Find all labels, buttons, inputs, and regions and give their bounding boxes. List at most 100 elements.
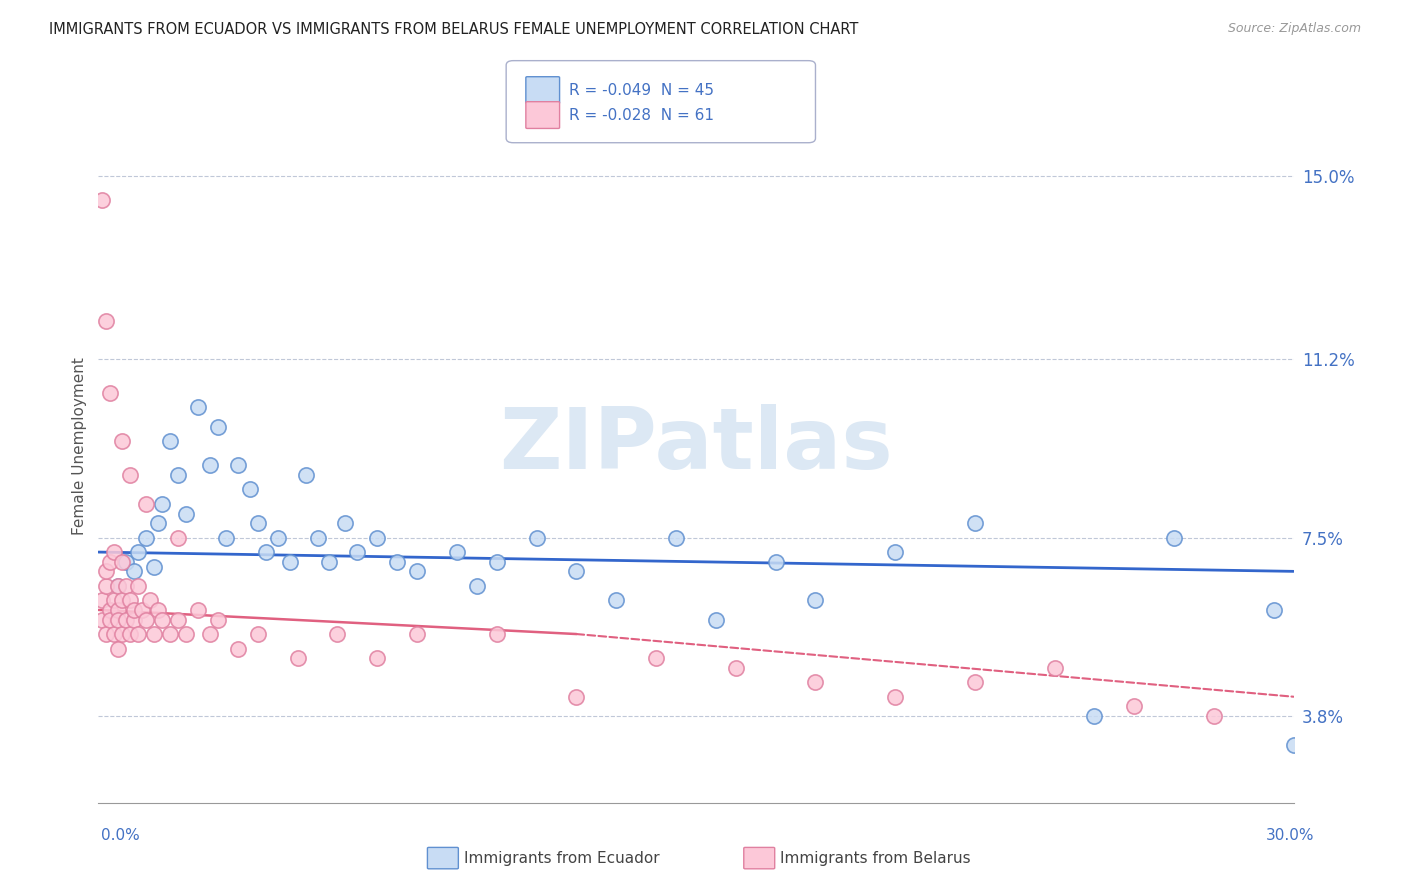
Point <box>318 555 340 569</box>
Point <box>127 627 149 641</box>
Point <box>96 313 118 327</box>
Point <box>91 593 114 607</box>
Point <box>91 193 114 207</box>
Point <box>1043 661 1066 675</box>
Point <box>446 545 468 559</box>
Point <box>96 579 118 593</box>
Point <box>307 531 329 545</box>
Text: IMMIGRANTS FROM ECUADOR VS IMMIGRANTS FROM BELARUS FEMALE UNEMPLOYMENT CORRELATI: IMMIGRANTS FROM ECUADOR VS IMMIGRANTS FR… <box>49 22 859 37</box>
Point <box>96 627 118 641</box>
Text: Immigrants from Ecuador: Immigrants from Ecuador <box>464 851 659 865</box>
Point <box>124 565 146 579</box>
Point <box>526 531 548 545</box>
Point <box>294 467 316 482</box>
Point <box>465 579 488 593</box>
Point <box>215 531 238 545</box>
Point <box>187 401 209 415</box>
Point <box>135 497 157 511</box>
Text: 30.0%: 30.0% <box>1267 828 1315 843</box>
Point <box>485 627 508 641</box>
Point <box>565 565 588 579</box>
Point <box>103 545 125 559</box>
Point <box>167 467 190 482</box>
Point <box>254 545 277 559</box>
Point <box>103 593 125 607</box>
Point <box>246 627 269 641</box>
Point <box>884 545 907 559</box>
Point <box>174 507 197 521</box>
Point <box>111 593 134 607</box>
Point <box>207 613 229 627</box>
Point <box>1083 709 1105 723</box>
Point <box>406 565 429 579</box>
Point <box>665 531 688 545</box>
Point <box>135 613 157 627</box>
Point <box>1282 738 1305 752</box>
Point <box>1123 699 1146 714</box>
Point <box>765 555 787 569</box>
Point <box>107 613 129 627</box>
Point <box>115 555 138 569</box>
Point <box>135 531 157 545</box>
Point <box>148 516 170 530</box>
Point <box>963 516 986 530</box>
Point <box>120 627 142 641</box>
Point <box>167 531 190 545</box>
Point <box>287 651 309 665</box>
Point <box>120 593 142 607</box>
Point <box>385 555 409 569</box>
Point <box>198 627 221 641</box>
Point <box>103 627 125 641</box>
Point <box>278 555 301 569</box>
Point <box>239 483 262 497</box>
Point <box>150 497 173 511</box>
Point <box>605 593 627 607</box>
Point <box>98 613 122 627</box>
Text: Source: ZipAtlas.com: Source: ZipAtlas.com <box>1227 22 1361 36</box>
Point <box>1263 603 1285 617</box>
Point <box>366 651 388 665</box>
Point <box>963 675 986 690</box>
Point <box>98 386 122 401</box>
Point <box>1163 531 1185 545</box>
Text: Immigrants from Belarus: Immigrants from Belarus <box>780 851 972 865</box>
Point <box>326 627 349 641</box>
Point <box>115 579 138 593</box>
Point <box>98 603 122 617</box>
Point <box>150 613 173 627</box>
Point <box>167 613 190 627</box>
Point <box>159 627 181 641</box>
Point <box>267 531 290 545</box>
Text: ZIPatlas: ZIPatlas <box>499 404 893 488</box>
Point <box>111 555 134 569</box>
Point <box>187 603 209 617</box>
Text: R = -0.049  N = 45: R = -0.049 N = 45 <box>569 83 714 97</box>
Point <box>139 593 162 607</box>
Text: R = -0.028  N = 61: R = -0.028 N = 61 <box>569 108 714 122</box>
Point <box>804 675 827 690</box>
Point <box>127 545 149 559</box>
Point <box>131 603 153 617</box>
Point <box>120 467 142 482</box>
Point <box>565 690 588 704</box>
Point <box>704 613 727 627</box>
Point <box>1202 709 1225 723</box>
Point <box>804 593 827 607</box>
Text: 0.0%: 0.0% <box>101 828 141 843</box>
Point <box>645 651 668 665</box>
Point <box>485 555 508 569</box>
Point <box>246 516 269 530</box>
Point <box>107 641 129 656</box>
Point <box>115 613 138 627</box>
Point <box>174 627 197 641</box>
Point <box>127 579 149 593</box>
Point <box>226 458 249 473</box>
Point <box>366 531 388 545</box>
Point <box>198 458 221 473</box>
Y-axis label: Female Unemployment: Female Unemployment <box>72 357 87 535</box>
Point <box>148 603 170 617</box>
Point <box>406 627 429 641</box>
Point <box>335 516 357 530</box>
Point <box>207 419 229 434</box>
Point <box>884 690 907 704</box>
